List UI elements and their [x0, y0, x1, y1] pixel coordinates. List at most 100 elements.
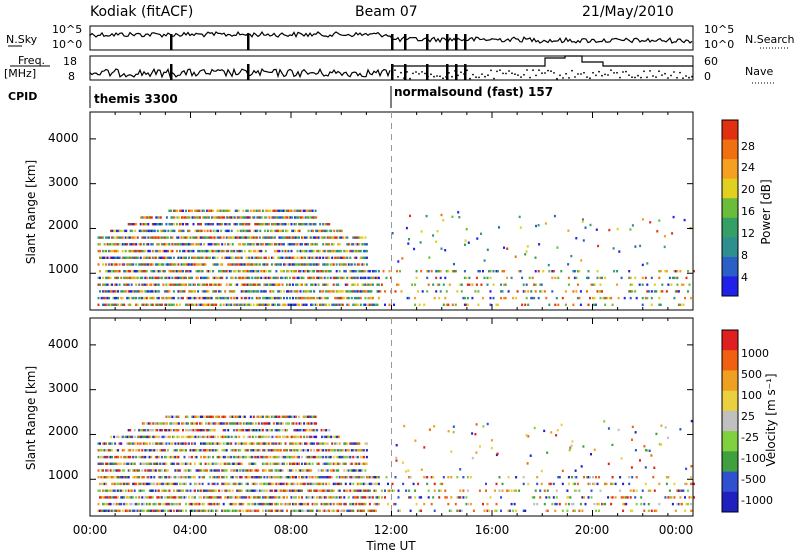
scatter-point [310, 303, 313, 306]
scatter-point [147, 476, 150, 479]
scatter-point [280, 422, 283, 425]
scatter-point [166, 496, 169, 499]
scatter-point [181, 229, 183, 233]
scatter-point [169, 303, 172, 306]
scatter-point [102, 263, 105, 266]
nave-point [415, 71, 417, 73]
scatter-point [169, 462, 172, 465]
scatter-point [153, 283, 156, 286]
scatter-point [196, 229, 198, 233]
scatter-point [275, 469, 278, 472]
scatter-point [142, 502, 145, 506]
scatter-point [261, 502, 264, 506]
scatter-point [359, 476, 362, 479]
scatter-point [150, 469, 153, 472]
scatter-point [168, 496, 171, 499]
scatter-point [308, 482, 311, 486]
scatter-point [240, 476, 243, 479]
scatter-point [611, 482, 614, 486]
scatter-point [103, 256, 106, 259]
scatter-point [126, 462, 129, 465]
scatter-point [522, 482, 525, 486]
scatter-point [328, 462, 331, 465]
scatter-point [405, 489, 408, 492]
scatter-point [465, 276, 468, 280]
scatter-point [230, 283, 233, 286]
scatter-point [489, 276, 492, 280]
scatter-point [289, 303, 291, 306]
scatter-point [149, 422, 152, 425]
scatter-point [111, 489, 114, 492]
scatter-point [373, 476, 376, 479]
scatter-point [245, 303, 248, 306]
scatter-point [171, 283, 174, 286]
freq-spike [446, 64, 449, 80]
scatter-point [159, 276, 162, 280]
scatter-point [239, 509, 242, 512]
scatter-point [478, 489, 481, 492]
scatter-point [212, 303, 215, 306]
scatter-point [163, 236, 166, 239]
scatter-point [597, 244, 600, 248]
scatter-point [245, 482, 248, 486]
scatter-point [349, 482, 352, 486]
scatter-point [118, 442, 121, 445]
scatter-point [216, 502, 219, 506]
scatter-point [418, 509, 421, 512]
scatter-point [260, 270, 263, 273]
scatter-point [211, 422, 214, 425]
scatter-point [641, 489, 644, 492]
scatter-point [130, 489, 133, 492]
scatter-point [100, 455, 103, 459]
scatter-point [264, 209, 267, 212]
scatter-point [207, 296, 210, 300]
scatter-point [456, 496, 459, 499]
scatter-point [296, 489, 299, 492]
scatter-point [212, 276, 215, 280]
scatter-point [629, 276, 632, 280]
scatter-point [362, 476, 365, 479]
scatter-point [212, 209, 215, 212]
nave-point [451, 75, 453, 78]
scatter-point [355, 462, 358, 465]
scatter-point [316, 482, 319, 486]
scatter-point [295, 496, 297, 499]
scatter-point [299, 469, 302, 472]
scatter-point [313, 263, 316, 266]
scatter-point [343, 489, 346, 492]
scatter-point [603, 420, 606, 423]
scatter-point [269, 489, 272, 492]
scatter-point [311, 496, 314, 499]
scatter-point [304, 462, 307, 465]
scatter-point [222, 449, 225, 452]
scatter-point [165, 422, 168, 425]
scatter-point [111, 496, 114, 499]
scatter-point [293, 455, 296, 459]
scatter-point [207, 249, 210, 253]
scatter-point [249, 462, 252, 465]
scatter-point [328, 229, 331, 233]
scatter-point [500, 496, 502, 499]
scatter-point [264, 502, 267, 506]
scatter-point [215, 216, 218, 219]
scatter-point [622, 502, 625, 506]
scatter-point [254, 469, 257, 472]
scatter-point [200, 415, 202, 418]
scatter-point [407, 469, 410, 472]
nave-point [505, 72, 507, 75]
scatter-point [295, 435, 298, 439]
scatter-point [135, 290, 138, 293]
scatter-point [283, 482, 285, 486]
scatter-point [359, 482, 362, 486]
scatter-point [127, 296, 130, 300]
scatter-point [226, 422, 229, 425]
scatter-point [102, 290, 105, 293]
scatter-point [556, 246, 559, 249]
scatter-point [304, 249, 307, 253]
scatter-point [631, 290, 634, 293]
scatter-point [358, 249, 361, 253]
scatter-point [100, 482, 103, 486]
scatter-point [162, 435, 165, 439]
scatter-point [331, 303, 334, 306]
scatter-point [353, 236, 356, 239]
